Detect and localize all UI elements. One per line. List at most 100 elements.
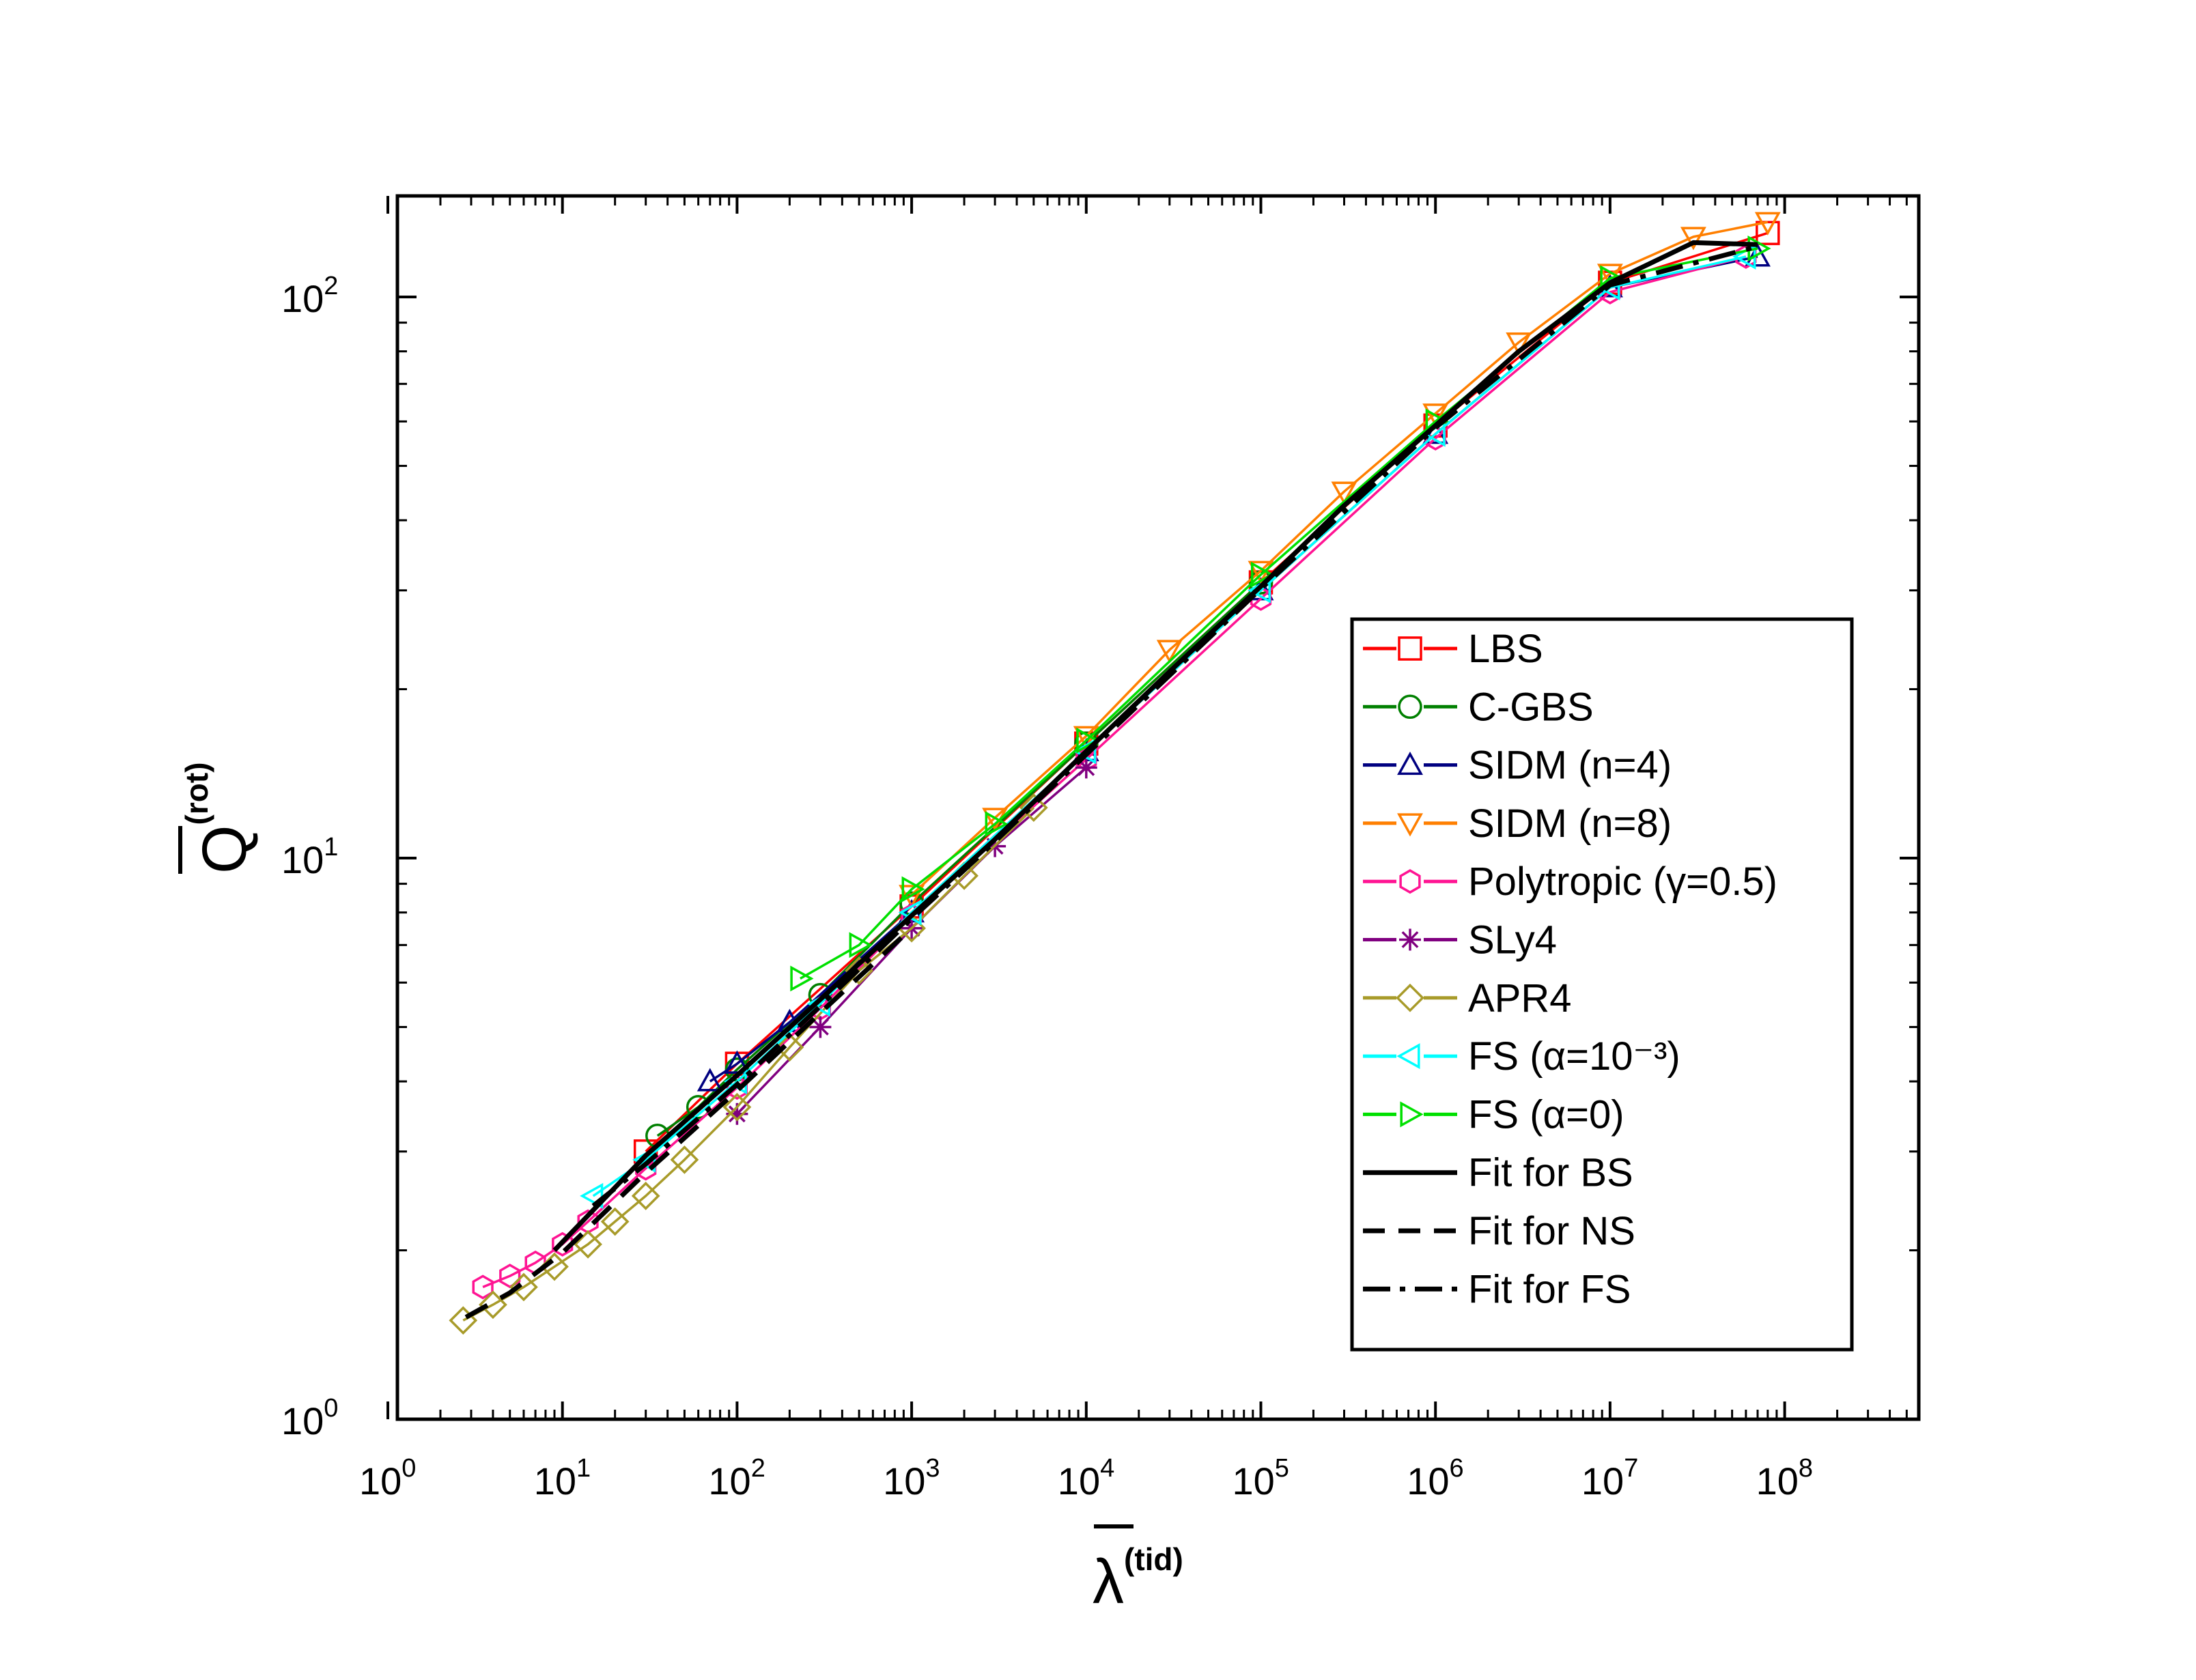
legend-label: SIDM (n=4) (1468, 743, 1672, 788)
legend-marker (1397, 813, 1423, 837)
data-point (670, 1145, 699, 1174)
y-tick-label-exp: 1 (324, 833, 338, 862)
data-point (574, 1229, 602, 1259)
legend-label: C-GBS (1468, 685, 1594, 729)
svg-text:Q(rot): Q(rot) (179, 762, 259, 874)
series-line (910, 220, 1769, 896)
legend-item: SIDM (n=8) (1363, 801, 1672, 846)
x-tick-label-exp: 4 (1100, 1454, 1114, 1483)
y-tick-label: 102 (281, 272, 338, 320)
x-tick-label-base: 10 (1756, 1460, 1799, 1503)
legend-label: LBS (1468, 627, 1543, 671)
legend-item: SLy4 (1363, 918, 1557, 963)
data-point (552, 1231, 574, 1257)
x-tick-label-exp: 8 (1799, 1454, 1813, 1483)
legend-label: FS (α=10⁻³) (1468, 1034, 1680, 1079)
data-point (509, 1272, 538, 1302)
data-point (722, 1092, 752, 1122)
y-axis-label-text: Q (190, 825, 259, 874)
y-tick-label-exp: 2 (324, 272, 338, 300)
x-tick-label: 106 (1407, 1454, 1463, 1503)
asterisk-stroke (1078, 758, 1095, 776)
legend-marker (1399, 869, 1421, 894)
data-point (1076, 727, 1100, 754)
legend-item: FS (α=10⁻³) (1363, 1034, 1680, 1079)
y-axis-label: Q(rot) (178, 762, 259, 874)
series-line (552, 240, 1758, 1252)
data-point (631, 1182, 660, 1210)
series-10 (464, 926, 914, 1320)
series-9 (552, 240, 1758, 1252)
legend-item: SIDM (n=4) (1363, 743, 1672, 788)
series-11 (591, 244, 1758, 1208)
x-axis-label: λ(tid) (1093, 1524, 1183, 1617)
legend-marker-bg (1396, 693, 1424, 721)
legend-marker-bg (1396, 984, 1424, 1012)
y-tick-label-exp: 0 (324, 1394, 338, 1423)
x-tick-label: 108 (1756, 1454, 1813, 1503)
legend-marker (1396, 983, 1424, 1012)
legend-label: Fit for FS (1468, 1267, 1631, 1311)
x-tick-label: 104 (1058, 1454, 1114, 1503)
legend: LBS C-GBS SIDM (n=4) SIDM (n=8) Polytropic (… (1350, 617, 1854, 1352)
x-tick-label-base: 10 (1581, 1460, 1624, 1503)
legend-box (1350, 617, 1854, 1352)
x-axis-ticks: 100 101 102 103 104 105 106 107 108 (359, 196, 1813, 1503)
x-tick-label-base: 10 (534, 1460, 576, 1503)
x-tick-label: 100 (359, 1454, 416, 1503)
y-tick-label: 100 (281, 1394, 338, 1442)
x-tick-label-exp: 6 (1449, 1454, 1463, 1483)
legend-marker (1396, 1043, 1420, 1070)
y-axis-label-sup: (rot) (179, 762, 214, 825)
x-tick-label-base: 10 (1233, 1460, 1275, 1503)
y-tick-label-base: 10 (281, 1399, 324, 1442)
series-line (462, 806, 1035, 1322)
legend-item: FS (α=0) (1363, 1092, 1624, 1137)
legend-item: LBS (1363, 627, 1543, 671)
x-tick-label-exp: 0 (402, 1454, 416, 1483)
x-tick-label: 105 (1233, 1454, 1289, 1503)
legend-item: Fit for NS (1363, 1209, 1635, 1253)
legend-marker (1398, 636, 1422, 661)
x-tick-label-exp: 2 (751, 1454, 765, 1483)
data-point (1745, 243, 1771, 267)
data-point (1331, 481, 1357, 505)
x-tick-label-base: 10 (1407, 1460, 1449, 1503)
x-tick-label-exp: 7 (1624, 1454, 1638, 1483)
x-tick-label-exp: 1 (576, 1454, 591, 1483)
legend-item: APR4 (1363, 976, 1572, 1021)
plot-frame (395, 194, 1921, 1421)
legend-marker (1400, 1101, 1424, 1128)
x-minor-ticks (439, 196, 1908, 1419)
series-line (464, 926, 914, 1320)
data-point (1019, 793, 1048, 822)
legend-label: SIDM (n=8) (1468, 801, 1672, 846)
legend-item: C-GBS (1363, 685, 1594, 729)
data-point (472, 1275, 494, 1300)
x-tick-label: 102 (708, 1454, 765, 1503)
asterisk-stroke (1401, 931, 1419, 948)
data-point (775, 1033, 804, 1062)
data-point (1506, 332, 1532, 356)
legend-label: Fit for BS (1468, 1151, 1633, 1195)
data-point (790, 965, 814, 992)
x-tick-label-base: 10 (1058, 1460, 1100, 1503)
data-point (1422, 403, 1449, 427)
legend-marker (1397, 751, 1423, 775)
y-minor-ticks (397, 322, 1919, 1252)
data-point (1680, 227, 1706, 251)
x-tick-label-base: 10 (708, 1460, 750, 1503)
legend-label: Fit for NS (1468, 1209, 1635, 1253)
data-point (1156, 640, 1183, 664)
data-point (808, 982, 833, 1008)
legend-marker-bg (1396, 635, 1424, 662)
data-point (1754, 212, 1781, 236)
legend-item: Fit for FS (1363, 1267, 1631, 1311)
legend-label: Polytropic (γ=0.5) (1468, 859, 1777, 904)
x-tick-label: 101 (534, 1454, 591, 1503)
data-point (696, 1068, 723, 1092)
asterisk-stroke (728, 1105, 746, 1123)
x-tick-label: 107 (1581, 1454, 1638, 1503)
